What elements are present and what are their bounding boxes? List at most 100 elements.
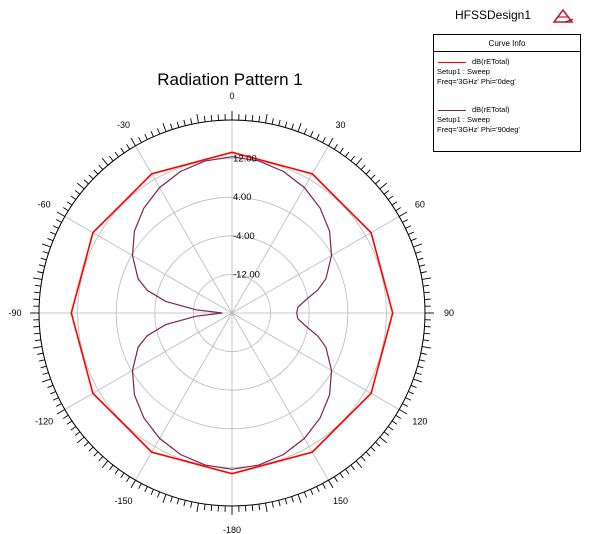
angle-tick	[130, 479, 136, 489]
angle-tick	[284, 121, 288, 128]
angle-tick	[251, 504, 254, 511]
legend-entry-phi-0: dB(rETotal) Setup1 : Sweep Freq='3GHz' P…	[434, 57, 580, 91]
angle-tick	[120, 147, 125, 154]
angle-tick	[162, 123, 167, 132]
angle-label: -30	[117, 120, 130, 130]
angle-tick	[38, 264, 45, 267]
angle-tick	[34, 284, 41, 287]
legend-swatch	[438, 62, 466, 63]
angle-tick	[190, 118, 193, 125]
angle-tick	[375, 179, 381, 185]
angle-tick	[52, 397, 59, 401]
grid-spoke	[64, 216, 233, 314]
angle-ticks	[30, 111, 434, 515]
angle-tick	[421, 277, 432, 280]
angle-tick	[383, 190, 390, 195]
angle-tick	[56, 219, 62, 223]
angle-tick	[37, 352, 44, 355]
angle-tick	[350, 155, 355, 162]
grid-spoke	[135, 312, 233, 481]
angle-tick	[291, 496, 294, 503]
angle-label: 90	[444, 308, 454, 318]
angle-tick	[183, 119, 186, 126]
angle-tick	[40, 257, 47, 261]
labels: 0 30 60 90 120 150 -180 -150 -120 -90 -60 -30 12.00 4…	[8, 91, 454, 534]
angle-tick	[420, 271, 427, 274]
legend-series-name: dB(rETotal)	[472, 57, 510, 66]
angle-tick	[126, 476, 131, 483]
angle-tick	[417, 365, 424, 369]
angle-tick	[303, 491, 307, 498]
angle-tick	[76, 182, 85, 190]
angle-tick	[408, 391, 414, 395]
angle-tick	[62, 414, 69, 419]
angle-tick	[370, 446, 376, 452]
angle-tick	[56, 211, 66, 217]
angle-tick	[419, 264, 426, 267]
angle-label: -90	[8, 308, 21, 318]
angle-tick	[322, 137, 326, 143]
angle-tick	[413, 243, 422, 248]
angle-tick	[387, 195, 394, 200]
angle-tick	[138, 137, 142, 143]
chart-title: Radiation Pattern 1	[157, 70, 303, 89]
angle-tick	[370, 174, 376, 180]
angle-tick	[333, 143, 338, 150]
legend-series-setup: Setup1 : Sweep	[437, 67, 490, 76]
angle-tick	[34, 332, 41, 335]
angle-tick	[258, 504, 261, 511]
legend-series-params: Freq='3GHz' Phi='0deg'	[437, 77, 516, 86]
angle-label: 120	[412, 417, 427, 427]
angle-tick	[387, 426, 394, 431]
angle-tick	[333, 476, 338, 483]
angle-tick	[34, 291, 41, 294]
legend-entry-phi-90: dB(rETotal) Setup1 : Sweep Freq='3GHz' P…	[434, 105, 580, 139]
angle-tick	[40, 365, 47, 369]
angle-tick	[170, 123, 173, 130]
angle-tick	[56, 409, 66, 415]
legend-swatch	[438, 110, 466, 111]
grid-spoke	[231, 312, 400, 410]
angle-tick	[52, 225, 59, 229]
angle-label: 150	[333, 496, 348, 506]
angle-tick	[66, 420, 73, 425]
angle-tick	[210, 504, 213, 511]
angle-label: 60	[415, 200, 425, 210]
angle-tick	[32, 346, 43, 349]
angle-tick	[203, 115, 206, 122]
design-name: HFSSDesign1	[455, 8, 532, 22]
angle-tick	[50, 231, 56, 235]
angle-tick	[339, 147, 344, 154]
angle-tick	[421, 346, 432, 349]
angle-tick	[355, 157, 363, 166]
angle-tick	[196, 502, 199, 513]
angle-tick	[101, 460, 109, 469]
angle-tick	[360, 164, 366, 170]
angle-tick	[210, 115, 213, 122]
angle-tick	[398, 211, 408, 217]
angle-tick	[120, 472, 125, 479]
angle-tick	[423, 332, 430, 335]
angle-tick	[130, 137, 136, 147]
angle-tick	[62, 207, 69, 212]
angle-tick	[150, 489, 154, 495]
angle-tick	[138, 483, 142, 489]
angle-tick	[251, 115, 254, 122]
angle-tick	[114, 151, 119, 158]
angle-label: -120	[35, 417, 53, 427]
angle-tick	[310, 489, 314, 495]
angle-tick	[310, 131, 314, 137]
angle-label: 0	[229, 91, 234, 101]
ansoft-logo-icon	[552, 8, 574, 23]
grid-spoke	[231, 145, 329, 314]
angle-tick	[170, 496, 173, 503]
grid-spoke	[231, 216, 400, 314]
radial-label: -12.00	[233, 269, 260, 280]
angle-tick	[98, 164, 104, 170]
angle-tick	[42, 378, 51, 383]
angle-tick	[258, 115, 261, 122]
angle-tick	[405, 397, 412, 401]
angle-tick	[32, 277, 43, 280]
angle-tick	[345, 468, 350, 475]
angle-tick	[126, 143, 131, 150]
